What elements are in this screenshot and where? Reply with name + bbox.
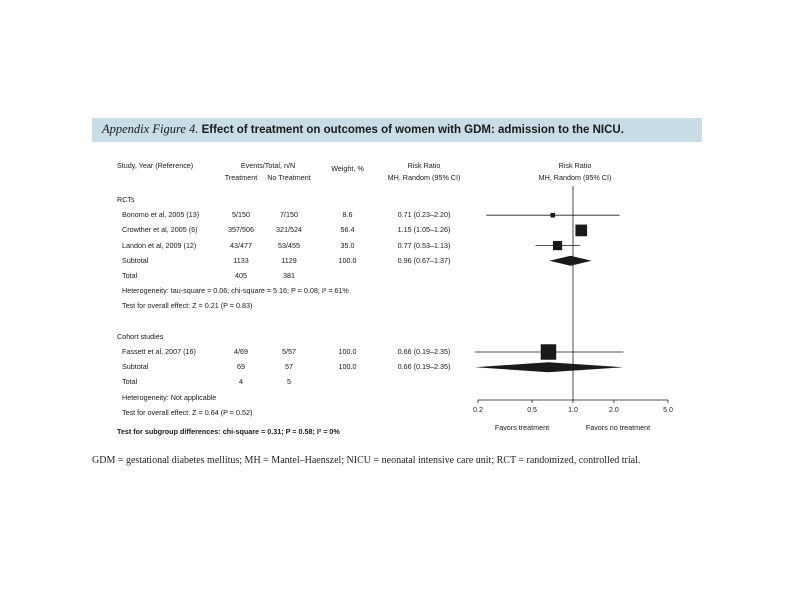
cell-no-treatment: 381	[283, 271, 295, 280]
cell-weight: 35.0	[340, 240, 355, 250]
row-label: Subtotal	[122, 255, 149, 265]
figure-title: Appendix Figure 4. Effect of treatment o…	[102, 122, 624, 137]
header-rr-col-line1: Risk Ratio	[407, 161, 441, 170]
footnote: GDM = gestational diabetes mellitus; MH …	[92, 455, 641, 466]
cell-no-treatment: 57	[285, 362, 293, 372]
cell-risk-ratio: 0.77 (0.53–1.13)	[397, 240, 451, 250]
stat-note: Heterogeneity: Not applicable	[122, 392, 217, 402]
cell-risk-ratio: 0.66 (0.19–2.35)	[397, 362, 451, 372]
row-label: Crowther et al, 2005 (6)	[122, 225, 198, 235]
cell-risk-ratio: 1.15 (1.05–1.26)	[397, 225, 451, 235]
header-events-group: Events/Total, n/N	[240, 161, 296, 170]
row-label: Fassett et al, 2007 (16)	[122, 347, 196, 356]
header-rr-plot-line2: MH, Random (95% CI)	[538, 173, 612, 182]
cell-weight: 8.6	[342, 210, 353, 220]
stat-note: Test for overall effect: Z = 0.21 (P = 0…	[122, 301, 253, 311]
header-rr-col-line2: MH, Random (95% CI)	[387, 173, 461, 182]
cell-treatment: 1133	[233, 255, 249, 265]
cell-risk-ratio: 0.71 (0.23–2.20)	[397, 210, 451, 220]
row-label: Landon et al, 2009 (12)	[122, 240, 197, 250]
figure-title-bar: Appendix Figure 4. Effect of treatment o…	[92, 118, 702, 142]
header-weight: Weight, %	[331, 164, 364, 173]
favors-treatment-label: Favors treatment	[494, 423, 550, 432]
x-tick-label: 2.0	[609, 407, 619, 414]
cell-treatment: 69	[237, 362, 245, 372]
cell-treatment: 4	[239, 377, 243, 387]
cell-treatment: 43/477	[230, 240, 252, 250]
point-estimate-square	[550, 212, 556, 218]
cell-no-treatment: 5/57	[282, 347, 296, 356]
favors-no-treatment-label: Favors no treatment	[585, 423, 651, 432]
cell-risk-ratio: 0.66 (0.19–2.35)	[397, 347, 451, 356]
cell-no-treatment: 7/150	[280, 210, 298, 220]
figure-title-lead: Appendix Figure 4.	[102, 122, 199, 136]
x-tick-label: 0.2	[473, 407, 483, 414]
cell-no-treatment: 5	[287, 377, 291, 387]
header-study: Study, Year (Reference)	[117, 161, 194, 170]
figure-title-rest: Effect of treatment on outcomes of women…	[198, 124, 624, 136]
point-estimate-square	[540, 344, 557, 360]
header-rr-plot-line1: Risk Ratio	[558, 161, 592, 170]
stat-note: Test for overall effect: Z = 0.64 (P = 0…	[122, 407, 253, 417]
pooled-estimate-diamond	[474, 362, 624, 373]
x-tick-label: 1.0	[568, 407, 578, 414]
cell-no-treatment: 53/455	[278, 240, 300, 250]
cell-weight: 100.0	[338, 362, 357, 372]
cell-treatment: 4/69	[234, 347, 248, 356]
cell-treatment: 357/506	[228, 225, 254, 235]
group-heading: Cohort studies	[117, 331, 164, 341]
cell-treatment: 5/150	[232, 210, 250, 220]
x-tick-label: 5.0	[663, 407, 673, 414]
x-tick-label: 0.5	[527, 407, 537, 414]
cell-no-treatment: 321/524	[276, 225, 302, 235]
group-heading: RCTs	[117, 195, 135, 204]
cell-weight: 56.4	[340, 225, 355, 235]
row-label: Bonomo et al, 2005 (13)	[122, 210, 200, 220]
row-label: Total	[122, 377, 138, 387]
cell-treatment: 405	[235, 271, 247, 280]
cell-no-treatment: 1129	[281, 255, 297, 265]
header-treatment: Treatment	[224, 173, 258, 182]
point-estimate-square	[575, 224, 588, 237]
cell-risk-ratio: 0.96 (0.67–1.37)	[397, 255, 451, 265]
cell-weight: 100.0	[338, 255, 357, 265]
point-estimate-square	[552, 241, 563, 251]
header-no-treatment: No Treatment	[267, 173, 311, 182]
row-label: Subtotal	[122, 362, 149, 372]
pooled-estimate-diamond	[549, 255, 592, 266]
row-label: Total	[122, 271, 138, 280]
stat-note: Heterogeneity: tau-square = 0.06; chi-sq…	[122, 286, 349, 296]
subgroup-test: Test for subgroup differences: chi-squar…	[117, 427, 340, 436]
cell-weight: 100.0	[338, 347, 357, 356]
